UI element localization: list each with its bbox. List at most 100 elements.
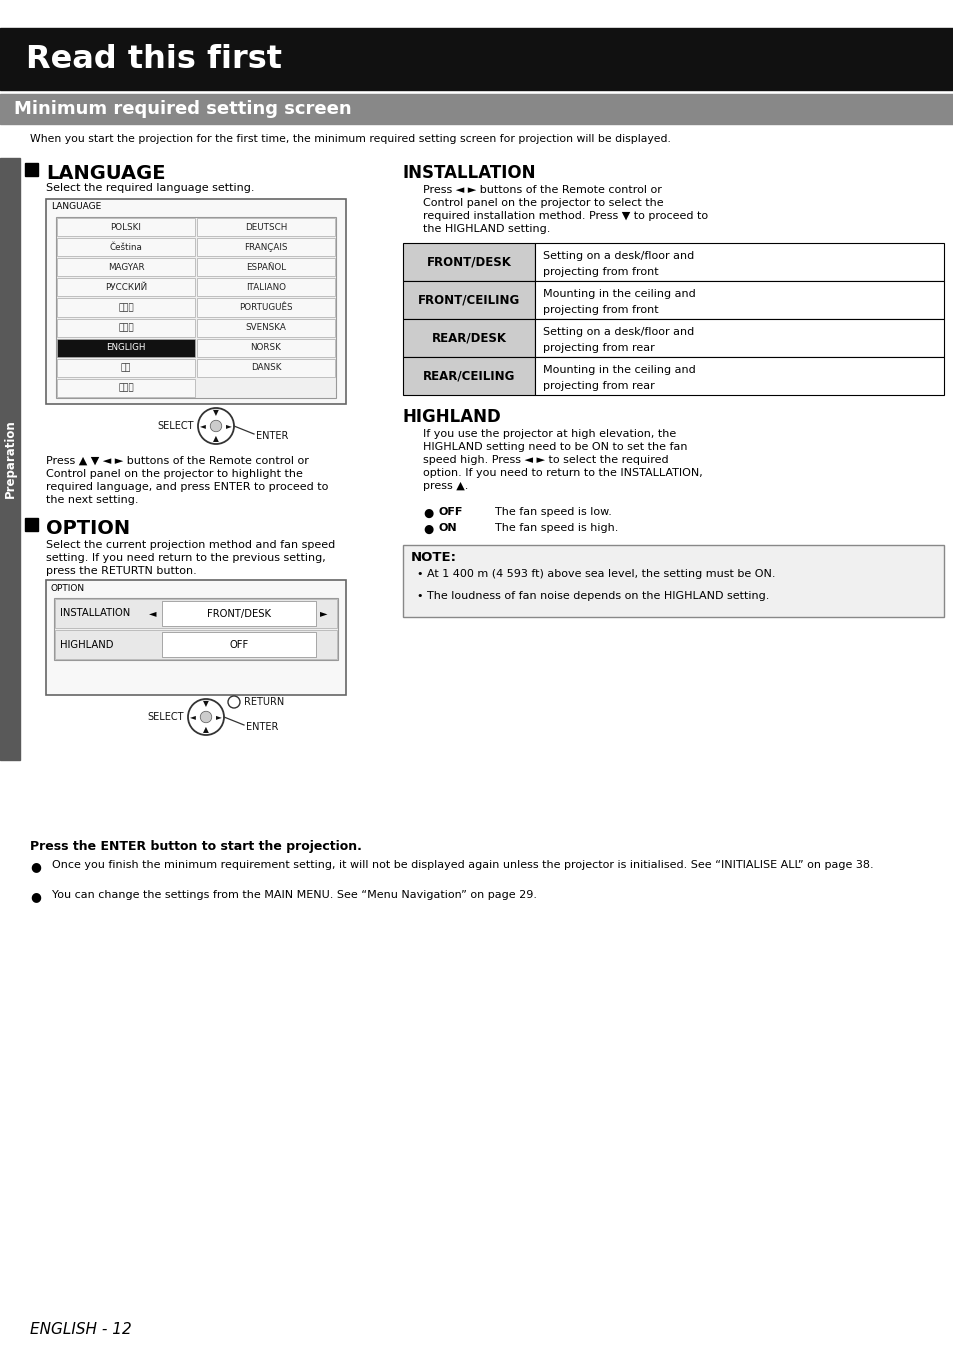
Bar [402, 243, 535, 281]
Text: ▲: ▲ [203, 725, 209, 735]
Circle shape [200, 711, 212, 723]
Text: 中文: 中文 [121, 363, 132, 373]
Text: setting. If you need return to the previous setting,: setting. If you need return to the previ… [46, 553, 325, 563]
Bar [196, 238, 335, 257]
Text: the HIGHLAND setting.: the HIGHLAND setting. [422, 224, 550, 234]
Text: FRONT/DESK: FRONT/DESK [207, 608, 271, 619]
Text: HIGHLAND: HIGHLAND [60, 639, 113, 650]
Text: projecting from rear: projecting from rear [542, 381, 654, 390]
Text: ไทย: ไทย [118, 303, 133, 312]
Text: FRONT/CEILING: FRONT/CEILING [417, 293, 519, 307]
Text: РУССКИЙ: РУССКИЙ [105, 282, 147, 292]
Text: You can change the settings from the MAIN MENU. See “Menu Navigation” on page 29: You can change the settings from the MAI… [52, 890, 537, 900]
Text: required installation method. Press ▼ to proceed to: required installation method. Press ▼ to… [422, 211, 707, 222]
Text: Mounting in the ceiling and: Mounting in the ceiling and [542, 289, 695, 299]
Text: Minimum required setting screen: Minimum required setting screen [14, 100, 352, 118]
Text: Mounting in the ceiling and: Mounting in the ceiling and [542, 365, 695, 376]
Bar [57, 258, 194, 277]
Bar [402, 357, 535, 394]
Text: Setting on a desk/floor and: Setting on a desk/floor and [542, 251, 694, 261]
Text: • The loudness of fan noise depends on the HIGHLAND setting.: • The loudness of fan noise depends on t… [416, 590, 768, 601]
Bar [162, 632, 315, 657]
Text: Preparation: Preparation [4, 420, 16, 499]
Text: HIGHLAND: HIGHLAND [402, 408, 501, 426]
Text: OPTION: OPTION [46, 519, 130, 538]
Text: ▲: ▲ [213, 435, 218, 443]
Bar [54, 598, 337, 661]
Text: Setting on a desk/floor and: Setting on a desk/floor and [542, 327, 694, 336]
Text: ENTER: ENTER [255, 431, 288, 440]
Text: INSTALLATION: INSTALLATION [60, 608, 131, 619]
Bar [196, 278, 335, 296]
Text: NOTE:: NOTE: [411, 551, 456, 563]
Text: press ▲.: press ▲. [422, 481, 468, 490]
Text: ENTER: ENTER [246, 721, 278, 732]
Bar [56, 218, 335, 399]
Text: ●: ● [30, 861, 41, 873]
Text: HIGHLAND setting need to be ON to set the fan: HIGHLAND setting need to be ON to set th… [422, 442, 687, 453]
Text: ENGLISH - 12: ENGLISH - 12 [30, 1323, 132, 1337]
Text: SELECT: SELECT [148, 712, 184, 721]
Bar [402, 319, 535, 357]
Text: ►: ► [319, 608, 327, 619]
Text: ESPAÑOL: ESPAÑOL [246, 263, 286, 272]
Bar [57, 319, 194, 336]
Bar [0, 28, 953, 91]
Bar [57, 359, 194, 377]
Text: FRANÇAIS: FRANÇAIS [244, 243, 288, 251]
Text: Press ◄ ► buttons of the Remote control or: Press ◄ ► buttons of the Remote control … [422, 185, 661, 195]
Bar [196, 258, 335, 277]
Text: The fan speed is low.: The fan speed is low. [495, 507, 611, 517]
Text: REAR/CEILING: REAR/CEILING [422, 370, 515, 382]
Bar [196, 299, 335, 316]
Bar [57, 218, 194, 236]
Text: SELECT: SELECT [157, 422, 193, 431]
Bar [535, 319, 943, 357]
Text: ◄: ◄ [200, 422, 206, 431]
Bar [46, 580, 346, 694]
Text: ●: ● [30, 890, 41, 902]
Bar [57, 339, 194, 357]
Text: ●: ● [422, 507, 433, 520]
Text: OFF: OFF [438, 507, 463, 517]
Bar [46, 199, 346, 404]
Bar [57, 299, 194, 316]
Text: the next setting.: the next setting. [46, 494, 138, 505]
Text: LANGUAGE: LANGUAGE [46, 163, 165, 182]
Text: ▼: ▼ [203, 700, 209, 708]
Text: SVENSKA: SVENSKA [245, 323, 286, 332]
Text: ►: ► [226, 422, 232, 431]
Text: press the RETURTN button.: press the RETURTN button. [46, 566, 196, 576]
Text: REAR/DESK: REAR/DESK [431, 331, 506, 345]
Bar [0, 158, 20, 761]
Bar [162, 601, 315, 626]
Text: projecting from rear: projecting from rear [542, 343, 654, 353]
Bar [535, 357, 943, 394]
Text: PORTUGUÊS: PORTUGUÊS [239, 303, 293, 312]
Text: ENGLIGH: ENGLIGH [106, 343, 146, 353]
Text: 日本語: 日本語 [118, 384, 133, 392]
Text: Press ▲ ▼ ◄ ► buttons of the Remote control or: Press ▲ ▼ ◄ ► buttons of the Remote cont… [46, 457, 309, 466]
Text: Control panel on the projector to select the: Control panel on the projector to select… [422, 199, 663, 208]
Bar [535, 281, 943, 319]
Text: ON: ON [438, 523, 457, 534]
Text: DEUTSCH: DEUTSCH [245, 223, 287, 231]
Text: required language, and press ENTER to proceed to: required language, and press ENTER to pr… [46, 482, 328, 492]
Text: projecting from front: projecting from front [542, 267, 658, 277]
Text: ●: ● [422, 523, 433, 536]
Text: ▼: ▼ [213, 408, 218, 417]
Text: Once you finish the minimum requirement setting, it will not be displayed again : Once you finish the minimum requirement … [52, 861, 873, 870]
Circle shape [210, 420, 221, 432]
Text: Čeština: Čeština [110, 243, 142, 251]
Bar [55, 630, 336, 659]
Text: MAGYAR: MAGYAR [108, 263, 144, 272]
Text: LANGUAGE: LANGUAGE [51, 203, 101, 211]
Text: POLSKI: POLSKI [111, 223, 141, 231]
Text: • At 1 400 m (4 593 ft) above sea level, the setting must be ON.: • At 1 400 m (4 593 ft) above sea level,… [416, 569, 775, 580]
Text: The fan speed is high.: The fan speed is high. [495, 523, 618, 534]
Text: speed high. Press ◄ ► to select the required: speed high. Press ◄ ► to select the requ… [422, 455, 668, 465]
Text: Select the current projection method and fan speed: Select the current projection method and… [46, 540, 335, 550]
Bar [57, 278, 194, 296]
Bar [25, 517, 38, 531]
Text: ►: ► [215, 712, 222, 721]
